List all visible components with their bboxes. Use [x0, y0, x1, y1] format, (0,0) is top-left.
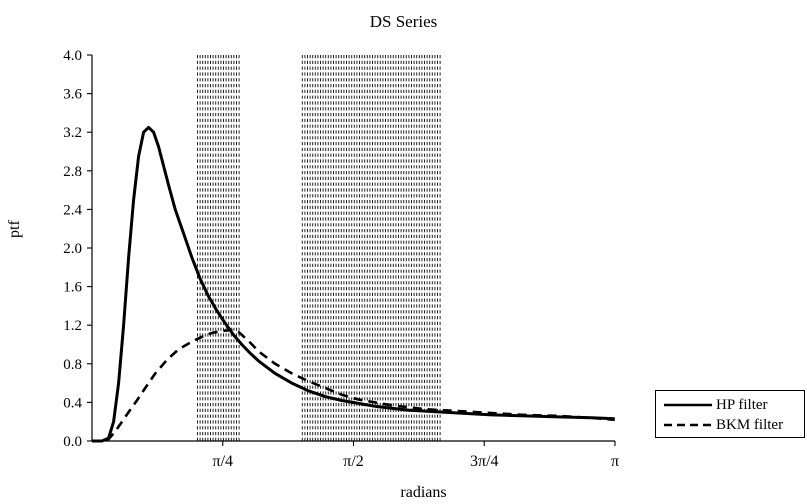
- shaded-band-1: [301, 55, 441, 441]
- legend-label-bkm: BKM filter: [716, 416, 784, 433]
- y-tick-label: 2.8: [63, 164, 82, 180]
- series-line-bkm-filter: [92, 328, 615, 443]
- x-axis-label: radians: [400, 484, 447, 501]
- x-tick-label: 3π/4: [470, 453, 499, 470]
- y-tick-label: 3.6: [63, 87, 82, 103]
- legend-label-hp: HP filter: [716, 396, 768, 413]
- x-tick-label: π/4: [212, 453, 233, 470]
- y-tick-label: 1.2: [63, 318, 82, 334]
- chart-title: DS Series: [369, 12, 438, 31]
- x-tick-label: π/2: [343, 453, 364, 470]
- legend-swatch-solid: [664, 403, 712, 407]
- y-tick-label: 2.0: [63, 241, 82, 257]
- series-line-hp-filter: [92, 125, 615, 443]
- legend-swatch-dashed: [664, 423, 712, 427]
- y-tick-label: 3.2: [63, 125, 82, 141]
- y-tick-label: 4.0: [63, 48, 82, 64]
- legend-item-bkm: BKM filter: [662, 415, 783, 435]
- legend: HP filter BKM filter: [655, 390, 805, 438]
- legend-item-hp: HP filter: [662, 395, 768, 415]
- shaded-band-0: [197, 55, 240, 441]
- y-tick-label: 0.8: [63, 357, 82, 373]
- y-tick-label: 0.4: [63, 395, 82, 411]
- y-tick-label: 2.4: [63, 202, 82, 218]
- y-tick-label: 1.6: [63, 280, 82, 296]
- y-tick-label: 0.0: [63, 434, 82, 450]
- x-tick-label: π: [611, 453, 619, 470]
